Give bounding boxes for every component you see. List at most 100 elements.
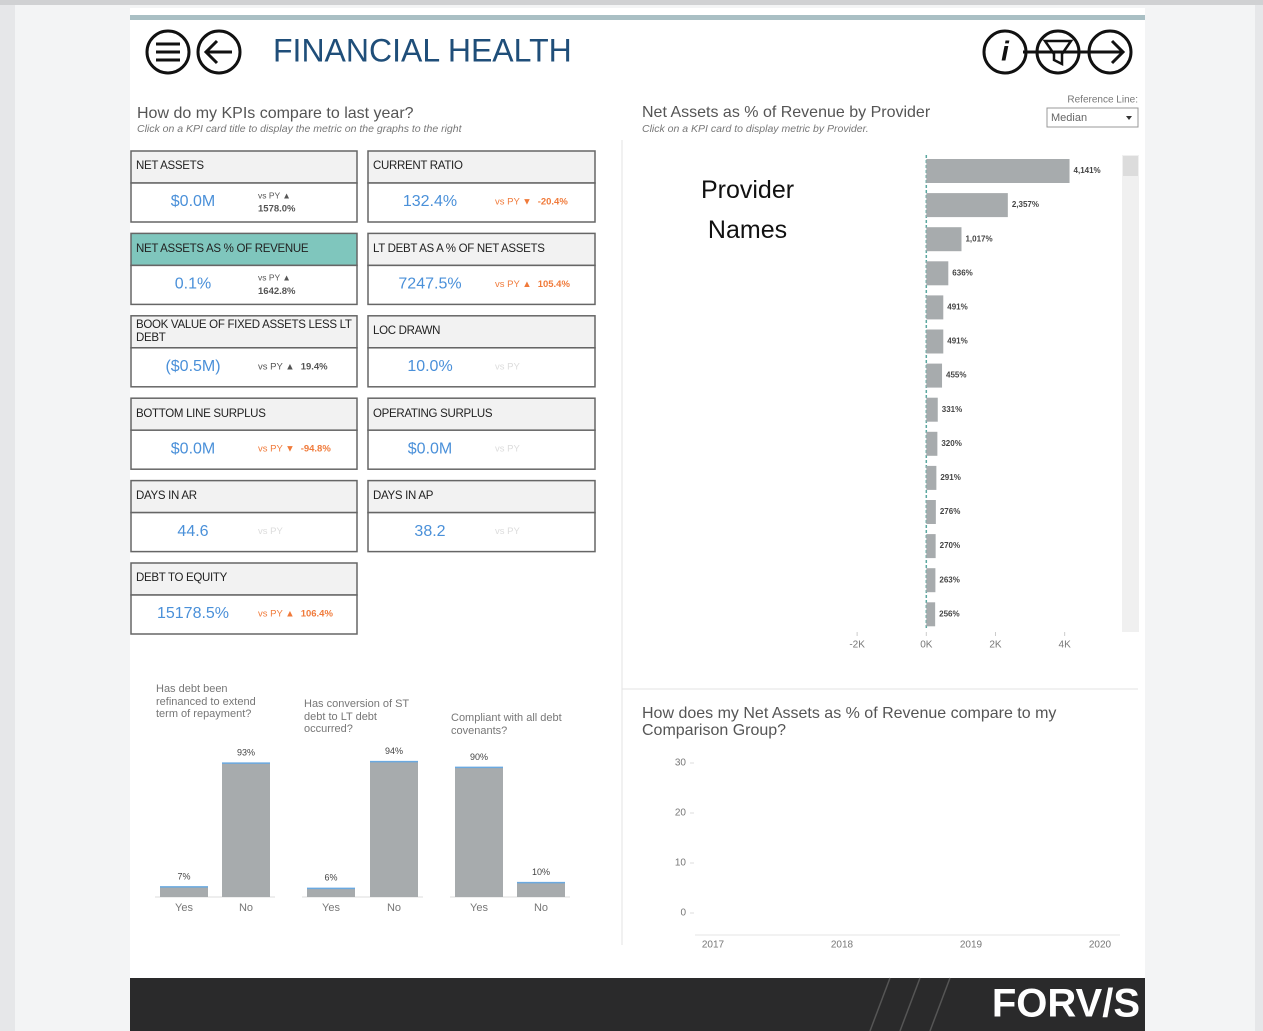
chart-title-box: Compliant with all debt covenants? xyxy=(451,712,562,737)
value-label: 90% xyxy=(470,752,488,762)
kpi-title: OPERATING SURPLUS xyxy=(373,407,493,420)
menu-button[interactable] xyxy=(145,29,191,75)
value-label: 4,141% xyxy=(1074,166,1101,175)
kpi-vs-py: vs PY ▼ xyxy=(495,197,532,208)
x-tick-label: -2K xyxy=(849,640,865,651)
kpi-card[interactable] xyxy=(130,479,358,553)
annotation-box: Provider Names xyxy=(701,176,794,244)
kpi-title: NET ASSETS AS % OF REVENUE xyxy=(136,242,309,255)
footer-band xyxy=(130,978,1145,1031)
kpi-value: 15178.5% xyxy=(157,605,229,622)
kpi-title: NET ASSETS xyxy=(136,160,204,173)
kpi-title: DAYS IN AR xyxy=(136,489,197,502)
bar xyxy=(926,397,938,422)
kpi-card[interactable] xyxy=(367,315,596,388)
kpi-title-box: NET ASSETS xyxy=(136,160,204,173)
value-label: 491% xyxy=(947,303,967,312)
kpi-title-bg xyxy=(130,397,358,431)
kpi-value: 7247.5% xyxy=(398,276,461,293)
top-rule xyxy=(130,15,1145,20)
x-tick-label: 2019 xyxy=(960,940,983,951)
kpi-title: LT DEBT AS A % OF NET ASSETS xyxy=(373,242,545,255)
bar xyxy=(926,431,938,456)
value-label: 636% xyxy=(952,268,972,277)
bar xyxy=(455,767,503,897)
kpi-value-bg xyxy=(367,264,596,306)
value-label: 291% xyxy=(940,473,960,482)
kpi-card[interactable] xyxy=(130,397,358,470)
chart-title: Has debt been refinanced to extend term … xyxy=(156,683,256,721)
kpi-value-bg xyxy=(130,594,358,635)
kpi-title-bg xyxy=(130,562,358,596)
kpi-vs-py: vs PY ▲ xyxy=(258,609,295,620)
kpi-change: 105.4% xyxy=(538,279,571,290)
kpi-card[interactable] xyxy=(367,150,596,223)
kpi-title-box: DAYS IN AR xyxy=(136,489,197,502)
kpi-change: -20.4% xyxy=(538,197,569,208)
kpi-value-bg xyxy=(130,429,358,470)
kpi-card[interactable] xyxy=(367,397,596,470)
bar xyxy=(222,763,270,897)
x-tick-label: Yes xyxy=(175,902,193,914)
kpi-card[interactable] xyxy=(130,150,358,223)
bar xyxy=(926,363,943,388)
scroll-thumb xyxy=(1123,156,1138,176)
kpi-vs-py: vs PY ▼ xyxy=(258,444,295,455)
chart-title: Net Assets as % of Revenue by Provider xyxy=(642,104,931,121)
kpi-card[interactable] xyxy=(130,232,358,306)
chart-title: How does my Net Assets as % of Revenue c… xyxy=(642,705,1057,739)
section-title: How do my KPIs compare to last year? xyxy=(137,105,414,122)
bar xyxy=(926,602,936,627)
kpi-change: -94.8% xyxy=(301,444,332,455)
kpi-value: $0.0M xyxy=(408,440,452,457)
kpi-title: BOTTOM LINE SURPLUS xyxy=(136,407,266,420)
kpi-title-bg xyxy=(367,479,596,514)
kpi-card[interactable] xyxy=(130,315,358,388)
kpi-vs-py: vs PY xyxy=(495,444,520,455)
x-tick-label: 0K xyxy=(920,640,933,651)
forward-button[interactable] xyxy=(1023,29,1133,75)
svg-text:i: i xyxy=(1001,35,1010,66)
chart-title-box: Has debt been refinanced to extend term … xyxy=(156,683,256,721)
bar xyxy=(160,886,208,897)
value-label: 1,017% xyxy=(965,234,992,243)
x-tick-label: 4K xyxy=(1059,640,1072,651)
kpi-title-bg xyxy=(367,315,596,349)
kpi-value-bg xyxy=(130,264,358,306)
kpi-card[interactable] xyxy=(367,479,596,553)
chart-title-box: Has conversion of ST debt to LT debt occ… xyxy=(304,698,409,735)
back-button[interactable] xyxy=(196,29,242,75)
kpi-card[interactable] xyxy=(367,232,596,306)
bar xyxy=(926,193,1008,218)
kpi-change: 106.4% xyxy=(301,609,334,620)
y-tick-label: 30 xyxy=(675,758,687,769)
kpi-vs-py: vs PY ▲ xyxy=(258,190,291,200)
value-label: 6% xyxy=(324,873,337,883)
kpi-title-bg xyxy=(130,232,358,267)
kpi-value: $0.0M xyxy=(171,440,215,457)
value-label: 10% xyxy=(532,867,550,877)
value-label: 94% xyxy=(385,746,403,756)
kpi-value: $0.0M xyxy=(171,193,215,210)
kpi-card[interactable] xyxy=(130,562,358,635)
kpi-title-box: DAYS IN AP xyxy=(373,490,433,502)
value-label: 276% xyxy=(940,507,960,516)
section-subtitle: Click on a KPI card title to display the… xyxy=(137,123,463,135)
kpi-value: 0.1% xyxy=(175,276,211,293)
y-tick-label: 10 xyxy=(675,858,687,869)
kpi-vs-py: vs PY ▲ xyxy=(258,361,295,372)
dropdown-box xyxy=(1046,107,1139,128)
value-label: 491% xyxy=(947,337,967,346)
kpi-title: DEBT TO EQUITY xyxy=(136,572,228,585)
kpi-title: LOC DRAWN xyxy=(373,325,441,338)
kpi-title-box: BOTTOM LINE SURPLUS xyxy=(136,407,266,420)
kpi-vs-py: vs PY xyxy=(258,526,283,537)
kpi-value: 132.4% xyxy=(403,193,457,210)
chart-title-box: How does my Net Assets as % of Revenue c… xyxy=(642,705,1057,739)
kpi-value-bg xyxy=(130,511,358,553)
kpi-value: 38.2 xyxy=(414,523,445,540)
kpi-value-bg xyxy=(367,429,596,470)
reference-dropdown[interactable]: Median xyxy=(1046,107,1139,128)
chart-subtitle: Click on a KPI card to display metric by… xyxy=(642,123,869,135)
